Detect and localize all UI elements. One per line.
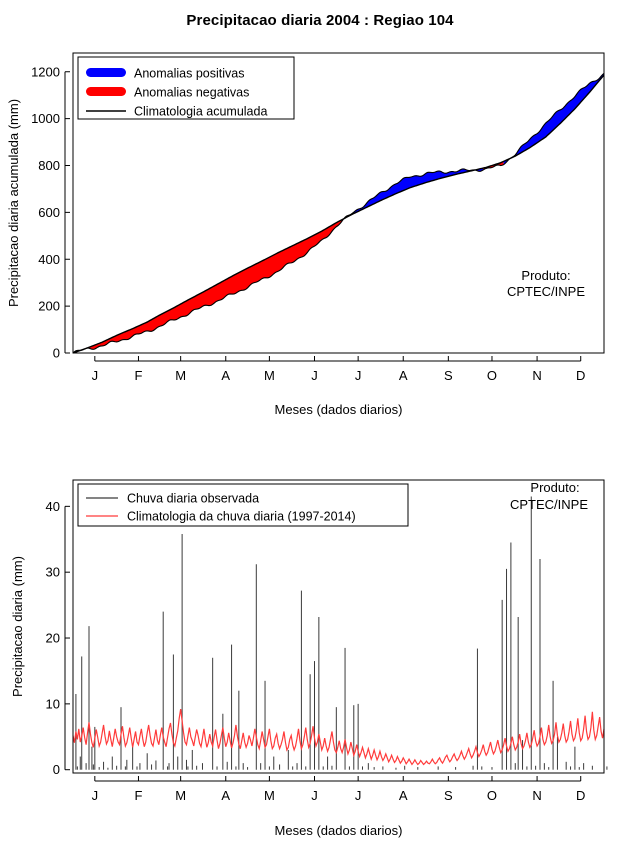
y-axis-tick-label: 1000 bbox=[31, 111, 60, 126]
y-axis-title: Precipitacao diaria acumulada (mm) bbox=[6, 99, 21, 307]
y-axis-tick-label: 40 bbox=[46, 499, 60, 514]
x-axis-tick-label: A bbox=[221, 788, 230, 803]
x-axis-tick-label: F bbox=[134, 788, 142, 803]
climatology-daily-line bbox=[72, 709, 605, 766]
y-axis-tick-label: 1200 bbox=[31, 64, 60, 79]
producer-label: Produto: bbox=[521, 268, 570, 283]
legend-label: Climatologia acumulada bbox=[134, 105, 267, 119]
legend-swatch bbox=[86, 87, 126, 96]
x-axis-tick-label: A bbox=[399, 788, 408, 803]
x-axis-tick-label: J bbox=[355, 368, 362, 383]
y-axis-title: Precipitacao diaria (mm) bbox=[10, 556, 25, 697]
producer-annotation: Produto: CPTEC/INPE bbox=[510, 480, 588, 512]
y-axis: 0 200 400 600 800 1000 1200 bbox=[31, 64, 70, 361]
x-axis-title: Meses (dados diarios) bbox=[275, 402, 403, 417]
y-axis-tick-label: 10 bbox=[46, 696, 60, 711]
producer-name: CPTEC/INPE bbox=[510, 497, 588, 512]
x-axis-tick-label: O bbox=[487, 788, 497, 803]
x-axis-tick-label: M bbox=[264, 788, 275, 803]
legend-swatch bbox=[86, 68, 126, 77]
x-axis-tick-label: M bbox=[175, 368, 186, 383]
y-axis-tick-label: 0 bbox=[53, 346, 60, 361]
plot-panel-border bbox=[72, 52, 605, 354]
x-axis-tick-label: A bbox=[399, 368, 408, 383]
page-title: Precipitacao diaria 2004 : Regiao 104 bbox=[186, 12, 454, 29]
legend-box bbox=[77, 483, 409, 527]
chart-legend: Anomalias positivas Anomalias negativas Cl… bbox=[77, 56, 295, 120]
daily-precipitation-chart: 0 10 20 30 40 Precipitacao diaria (mm) J F M A M J J… bbox=[0, 430, 640, 850]
accumulated-chart-svg: 0 200 400 600 800 1000 1200 Precipitacao diaria… bbox=[6, 52, 605, 417]
producer-annotation: Produto:CPTEC/INPE bbox=[507, 268, 585, 299]
x-axis-tick-label: D bbox=[576, 788, 585, 803]
y-axis-tick-label: 20 bbox=[46, 631, 60, 646]
plot-panel-border bbox=[72, 479, 605, 774]
daily-chart-svg: 0 10 20 30 40 Precipitacao diaria (mm) J F M A M J J… bbox=[10, 479, 608, 838]
x-axis-tick-label: J bbox=[92, 788, 99, 803]
anomaly-region-negative bbox=[78, 219, 343, 351]
x-axis-tick-label: F bbox=[134, 368, 142, 383]
x-axis-tick-label: J bbox=[311, 788, 318, 803]
legend-label: Chuva diaria observada bbox=[127, 492, 259, 506]
y-axis-tick-label: 600 bbox=[38, 205, 60, 220]
anomaly-region-positive bbox=[503, 73, 604, 165]
x-axis-tick-label: O bbox=[487, 368, 497, 383]
x-axis-tick-label: N bbox=[532, 368, 541, 383]
observed-rain-impulses bbox=[75, 496, 608, 770]
x-axis-tick-label: A bbox=[221, 368, 230, 383]
x-axis-tick-label: J bbox=[311, 368, 318, 383]
y-axis-tick-label: 400 bbox=[38, 252, 60, 267]
x-axis-title: Meses (dados diarios) bbox=[275, 823, 403, 838]
y-axis-tick-label: 800 bbox=[38, 158, 60, 173]
x-axis-tick-label: M bbox=[175, 788, 186, 803]
x-axis-tick-label: N bbox=[532, 788, 541, 803]
x-axis-tick-label: S bbox=[444, 368, 453, 383]
legend-label: Climatologia da chuva diaria (1997-2014) bbox=[127, 510, 356, 524]
x-axis-tick-label: J bbox=[92, 368, 99, 383]
x-axis-tick-label: M bbox=[264, 368, 275, 383]
climatology-accumulated-line bbox=[72, 74, 605, 354]
producer-label: Produto: bbox=[530, 480, 579, 495]
legend-label: Anomalias negativas bbox=[134, 86, 249, 100]
observed-accumulated-line bbox=[72, 72, 605, 354]
y-axis: 0 10 20 30 40 bbox=[46, 499, 70, 777]
y-axis-tick-label: 0 bbox=[53, 762, 60, 777]
x-axis-tick-label: D bbox=[576, 368, 585, 383]
y-axis-tick-label: 200 bbox=[38, 299, 60, 314]
y-axis-tick-label: 30 bbox=[46, 565, 60, 580]
x-axis-tick-label: J bbox=[355, 788, 362, 803]
producer-name: CPTEC/INPE bbox=[507, 284, 585, 299]
legend-label: Anomalias positivas bbox=[134, 67, 244, 81]
anomaly-region-positive bbox=[342, 168, 484, 221]
accumulated-precipitation-chart: Precipitacao diaria 2004 : Regiao 104 0 2… bbox=[6, 12, 605, 417]
x-axis-tick-label: S bbox=[444, 788, 453, 803]
chart-legend: Chuva diaria observada Climatologia da ch… bbox=[77, 483, 409, 527]
